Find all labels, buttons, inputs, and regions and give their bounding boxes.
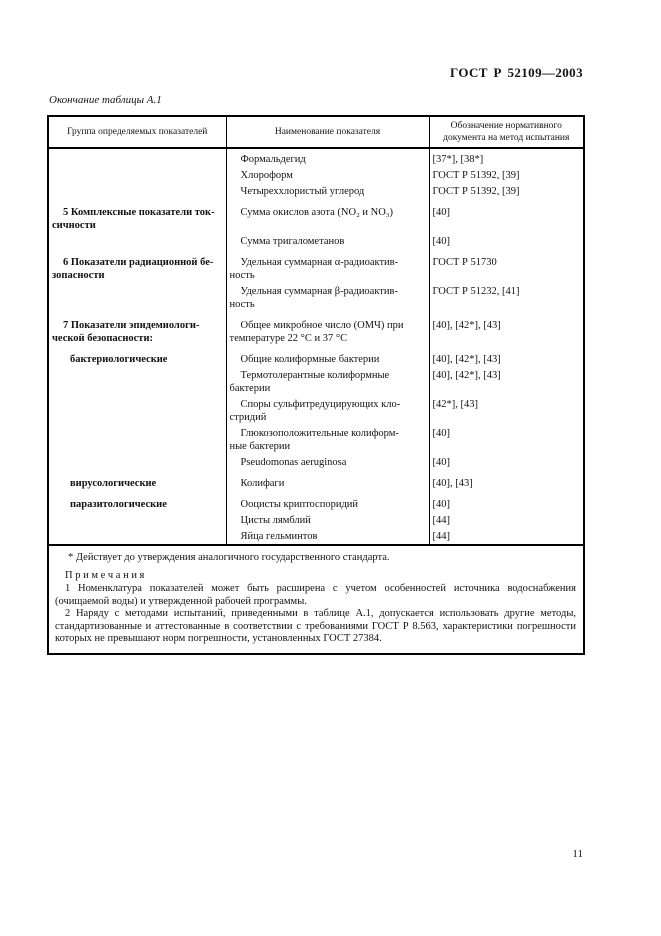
group-cell bbox=[48, 233, 226, 249]
ref-cell: [40] bbox=[428, 454, 584, 470]
ref-cell: [37*], [38*] bbox=[428, 148, 584, 167]
ref-cell: [44] bbox=[428, 528, 584, 545]
name-cell: Pseudomonas aeruginosa bbox=[225, 454, 429, 470]
table-row: Термотолерантные колиформные бактерии [40… bbox=[48, 367, 584, 396]
column-header-name: Наименование показателя bbox=[225, 116, 429, 149]
name-cell: Глюкозоположительные колиформ- ные бакте… bbox=[225, 425, 429, 454]
table-row: Хлороформ ГОСТ Р 51392, [39] bbox=[48, 167, 584, 183]
group-cell bbox=[48, 512, 226, 528]
name-cell: Сумма тригалометанов bbox=[225, 233, 429, 249]
table-row: Глюкозоположительные колиформ- ные бакте… bbox=[48, 425, 584, 454]
ref-cell: [44] bbox=[428, 512, 584, 528]
table-row: Яйца гельминтов [44] bbox=[48, 528, 584, 545]
name-cell: Ооцисты криптоспоридий bbox=[225, 491, 429, 512]
name-cell: Общие колиформные бактерии bbox=[225, 346, 429, 367]
group-cell bbox=[48, 425, 226, 454]
group-cell bbox=[48, 148, 226, 167]
name-cell: Формальдегид bbox=[225, 148, 429, 167]
ref-cell: ГОСТ Р 51232, [41] bbox=[428, 283, 584, 312]
name-cell: Термотолерантные колиформные бактерии bbox=[225, 367, 429, 396]
ref-cell: [40] bbox=[428, 233, 584, 249]
notes-cell: * Действует до утверждения аналогичного … bbox=[48, 544, 584, 654]
ref-cell: ГОСТ Р 51730 bbox=[428, 249, 584, 283]
header-row: Группа определяемых показателей Наименов… bbox=[48, 116, 584, 149]
group-cell bbox=[48, 396, 226, 425]
table-row: 5 Комплексные показатели ток- сичности Су… bbox=[48, 199, 584, 233]
footnote: * Действует до утверждения аналогичного … bbox=[68, 552, 390, 563]
group-cell bbox=[48, 454, 226, 470]
ref-cell: [40], [43] bbox=[428, 470, 584, 491]
group-cell: вирусологические bbox=[70, 478, 157, 489]
group-cell bbox=[48, 367, 226, 396]
name-cell: Общее микробное число (ОМЧ) при температ… bbox=[225, 312, 429, 346]
table-caption: Окончание таблицы А.1 bbox=[49, 94, 162, 106]
table-row: Четыреххлористый углерод ГОСТ Р 51392, [3… bbox=[48, 183, 584, 199]
name-cell: Колифаги bbox=[225, 470, 429, 491]
group-cell: 7 Показатели эпидемиологи- ческой безопа… bbox=[52, 320, 200, 344]
notes-row: * Действует до утверждения аналогичного … bbox=[48, 544, 584, 654]
ref-cell: [40], [42*], [43] bbox=[428, 346, 584, 367]
notes-heading: П р и м е ч а н и я bbox=[65, 569, 145, 581]
name-cell: Споры сульфитредуцирующих кло- стридий bbox=[225, 396, 429, 425]
notes-section: * Действует до утверждения аналогичного … bbox=[48, 544, 584, 654]
name-cell: Яйца гельминтов bbox=[225, 528, 429, 545]
column-header-designation: Обозначение нормативного документа на ме… bbox=[428, 116, 584, 149]
note-2: 2 Наряду с методами испытаний, приведенн… bbox=[55, 608, 576, 644]
indicators-table: Группа определяемых показателей Наименов… bbox=[47, 115, 585, 655]
group-cell bbox=[48, 283, 226, 312]
table-header: Группа определяемых показателей Наименов… bbox=[48, 116, 584, 149]
table-row: 6 Показатели радиационной бе- зопасности… bbox=[48, 249, 584, 283]
table-row: Споры сульфитредуцирующих кло- стридий [4… bbox=[48, 396, 584, 425]
ref-cell: [40], [42*], [43] bbox=[428, 367, 584, 396]
group-cell: паразитологические bbox=[70, 499, 167, 510]
ref-cell: [40] bbox=[428, 199, 584, 233]
page-number: 11 bbox=[572, 848, 583, 860]
group-cell: 5 Комплексные показатели ток- сичности bbox=[52, 207, 215, 231]
table-row: Формальдегид [37*], [38*] bbox=[48, 148, 584, 167]
group-cell: бактериологические bbox=[70, 354, 168, 365]
group-cell bbox=[48, 167, 226, 183]
ref-cell: ГОСТ Р 51392, [39] bbox=[428, 183, 584, 199]
table-row: вирусологические Колифаги [40], [43] bbox=[48, 470, 584, 491]
table-row: бактериологические Общие колиформные бакт… bbox=[48, 346, 584, 367]
table-row: Сумма тригалометанов [40] bbox=[48, 233, 584, 249]
name-cell: Удельная суммарная β-радиоактив- ность bbox=[225, 283, 429, 312]
name-cell: Сумма окислов азота (NO₂ и NO₃) bbox=[225, 199, 429, 233]
column-header-group: Группа определяемых показателей bbox=[48, 116, 226, 149]
name-cell: Удельная суммарная α-радиоактив- ность bbox=[225, 249, 429, 283]
ref-cell: [40] bbox=[428, 425, 584, 454]
table-row: Цисты лямблий [44] bbox=[48, 512, 584, 528]
table-row: паразитологические Ооцисты криптоспоридий… bbox=[48, 491, 584, 512]
name-cell: Хлороформ bbox=[225, 167, 429, 183]
table-row: Pseudomonas aeruginosa [40] bbox=[48, 454, 584, 470]
table-row: 7 Показатели эпидемиологи- ческой безопа… bbox=[48, 312, 584, 346]
ref-cell: [40] bbox=[428, 491, 584, 512]
table-row: Удельная суммарная β-радиоактив- ность ГО… bbox=[48, 283, 584, 312]
doc-number: ГОСТ Р 52109—2003 bbox=[449, 65, 583, 80]
ref-cell: ГОСТ Р 51392, [39] bbox=[428, 167, 584, 183]
name-cell: Цисты лямблий bbox=[225, 512, 429, 528]
ref-cell: [42*], [43] bbox=[428, 396, 584, 425]
note-1: 1 Номенклатура показателей может быть ра… bbox=[55, 583, 576, 607]
group-cell: 6 Показатели радиационной бе- зопасности bbox=[52, 257, 214, 281]
group-cell bbox=[48, 183, 226, 199]
name-cell: Четыреххлористый углерод bbox=[225, 183, 429, 199]
table-body: Формальдегид [37*], [38*] Хлороформ ГОСТ Р … bbox=[48, 148, 584, 545]
group-cell bbox=[48, 528, 226, 545]
ref-cell: [40], [42*], [43] bbox=[428, 312, 584, 346]
